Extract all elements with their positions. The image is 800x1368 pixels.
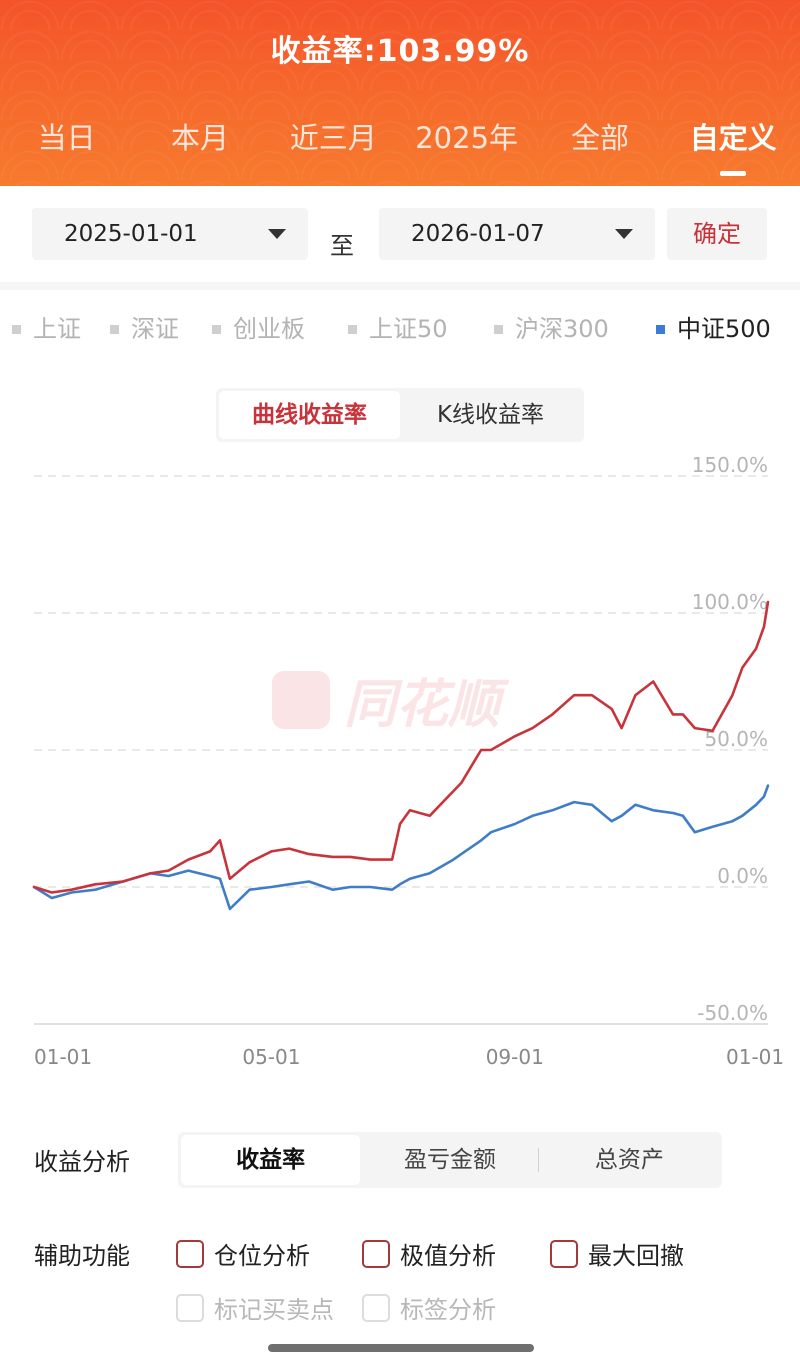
csi500-return-line — [32, 784, 770, 911]
tab-custom[interactable]: 自定义 — [667, 118, 800, 176]
index-label: 中证500 — [677, 315, 771, 343]
watermark-logo-icon — [272, 670, 330, 729]
analysis-row: 收益分析 收益率 盈亏金额 总资产 — [0, 1130, 800, 1190]
date-separator: 至 — [330, 232, 354, 260]
index-csi300[interactable]: 沪深300 — [494, 304, 609, 354]
index-shenzhen[interactable]: 深证 — [110, 304, 179, 354]
k-line-return-option[interactable]: K线收益率 — [436, 402, 545, 428]
checkbox-label: 仓位分析 — [214, 1242, 310, 1270]
return-chart: 同花顺 150.0% 100.0% 50.0% 0.0% -50.0% 01-01 05-0… — [0, 440, 800, 1080]
period-tabs: 当日 本月 近三月 2025年 全部 自定义 — [0, 118, 800, 176]
checkbox-label: 标签分析 — [400, 1296, 496, 1324]
legend-square-icon — [656, 324, 665, 334]
extreme-analysis-checkbox[interactable]: 极值分析 — [362, 1236, 496, 1271]
end-date-value: 2026-01-07 — [411, 221, 545, 247]
analysis-pnl-option[interactable]: 盈亏金额 — [403, 1147, 496, 1173]
legend-square-icon — [212, 324, 221, 334]
analysis-total-assets-option[interactable]: 总资产 — [594, 1147, 664, 1173]
checkbox-icon — [362, 1293, 390, 1322]
legend-square-icon — [348, 324, 357, 334]
index-sse50[interactable]: 上证50 — [348, 304, 448, 354]
index-label: 上证50 — [369, 315, 448, 343]
tab-last-three-months[interactable]: 近三月 — [289, 121, 377, 155]
index-shanghai[interactable]: 上证 — [12, 304, 81, 354]
checkbox-icon — [176, 1293, 204, 1322]
index-csi500[interactable]: 中证500 — [656, 304, 771, 354]
tab-all[interactable]: 全部 — [570, 121, 629, 155]
x-tick-label: 05-01 — [242, 1045, 300, 1069]
start-date-select[interactable]: 2025-01-01 — [32, 208, 308, 260]
end-date-select[interactable]: 2026-01-07 — [379, 208, 655, 260]
date-range-row: 2025-01-01 至 2026-01-07 确定 — [0, 186, 800, 282]
mark-trade-points-checkbox: 标记买卖点 — [176, 1290, 334, 1325]
x-tick-label: 01-01 — [726, 1045, 784, 1069]
checkbox-icon — [362, 1239, 390, 1268]
start-date-value: 2025-01-01 — [64, 221, 198, 247]
aux-label: 辅助功能 — [34, 1242, 130, 1270]
chevron-down-icon — [268, 229, 286, 239]
chart-svg: 150.0% 100.0% 50.0% 0.0% -50.0% 01-01 05-01 09-… — [32, 453, 784, 1069]
home-indicator — [268, 1344, 534, 1352]
index-label: 创业板 — [233, 315, 305, 343]
checkbox-icon — [176, 1239, 204, 1268]
analysis-segment: 收益率 盈亏金额 总资产 — [178, 1132, 722, 1188]
analysis-return-option[interactable]: 收益率 — [181, 1135, 361, 1185]
position-analysis-checkbox[interactable]: 仓位分析 — [176, 1236, 310, 1271]
watermark: 同花顺 — [272, 662, 500, 737]
chart-type-toggle: 曲线收益率 K线收益率 — [216, 388, 584, 442]
legend-square-icon — [494, 324, 503, 334]
header-wave-pattern — [0, 0, 800, 186]
checkbox-icon — [550, 1239, 578, 1268]
y-tick-label: 100.0% — [692, 590, 768, 614]
index-chinext[interactable]: 创业板 — [212, 304, 305, 354]
return-rate-title: 收益率:103.99% — [270, 34, 530, 69]
section-divider — [0, 282, 800, 290]
portfolio-return-line — [32, 600, 770, 894]
index-label: 沪深300 — [515, 315, 609, 343]
tab-today[interactable]: 当日 — [37, 121, 96, 155]
y-tick-label: 150.0% — [692, 453, 768, 477]
confirm-button[interactable]: 确定 — [667, 208, 767, 260]
watermark-text: 同花顺 — [344, 675, 501, 735]
legend-square-icon — [12, 324, 21, 334]
header-banner: 收益率:103.99% 当日 本月 近三月 2025年 全部 自定义 — [0, 0, 800, 186]
analysis-label: 收益分析 — [34, 1148, 130, 1176]
segment-divider — [538, 1148, 539, 1172]
y-tick-label: 50.0% — [704, 727, 768, 751]
y-tick-label: -50.0% — [697, 1001, 768, 1025]
index-label: 深证 — [131, 315, 179, 343]
checkbox-label: 最大回撤 — [588, 1242, 684, 1270]
curve-return-option[interactable]: 曲线收益率 — [219, 391, 400, 439]
checkbox-label: 极值分析 — [400, 1242, 496, 1270]
x-tick-label: 09-01 — [486, 1045, 544, 1069]
max-drawdown-checkbox[interactable]: 最大回撤 — [550, 1236, 684, 1271]
tab-this-month[interactable]: 本月 — [170, 121, 229, 155]
tab-year-2025[interactable]: 2025年 — [415, 121, 519, 155]
legend-square-icon — [110, 324, 119, 334]
y-tick-label: 0.0% — [717, 864, 768, 888]
tag-analysis-checkbox: 标签分析 — [362, 1290, 496, 1325]
index-label: 上证 — [33, 315, 81, 343]
checkbox-label: 标记买卖点 — [214, 1296, 334, 1324]
chevron-down-icon — [615, 229, 633, 239]
x-tick-label: 01-01 — [34, 1045, 92, 1069]
aux-functions: 辅助功能 仓位分析 极值分析 最大回撤 标记买卖点 标签分析 — [0, 1228, 800, 1328]
index-selector: 上证 深证 创业板 上证50 沪深300 中证500 — [0, 304, 800, 354]
